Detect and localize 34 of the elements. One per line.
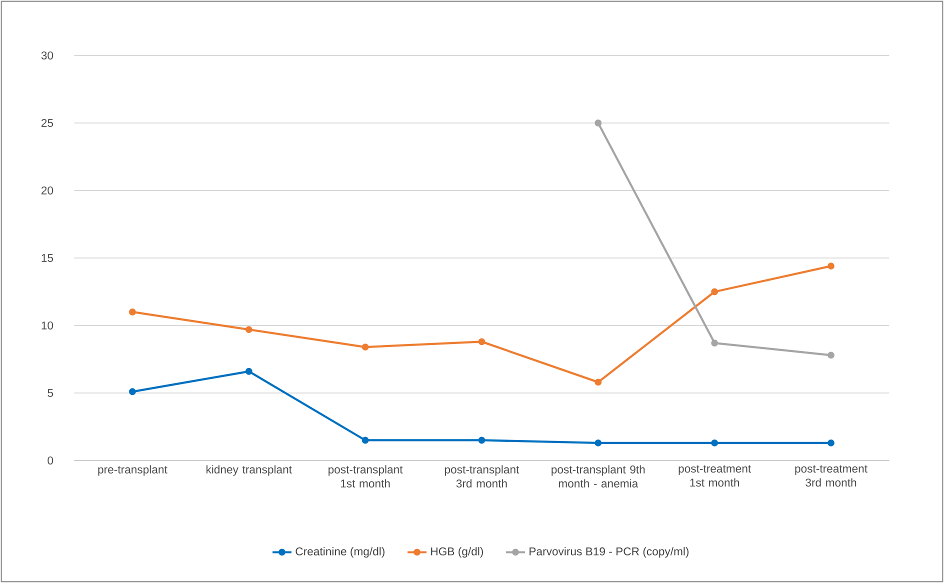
point <box>478 436 486 444</box>
y-tick-label: 15 <box>42 254 54 262</box>
y-tick-label: 25 <box>41 118 54 127</box>
point <box>711 439 718 446</box>
x-tick-label: kidney transplant <box>206 465 292 476</box>
y-tick-label: 10 <box>42 321 54 330</box>
legend-label: HGB (g/dl) <box>431 547 483 558</box>
point <box>128 388 136 396</box>
y-tick-label: 20 <box>41 186 54 194</box>
point <box>828 352 834 359</box>
point <box>478 338 486 346</box>
legend-label: Parvovirus B19 - PCR (copy/ml) <box>530 547 689 558</box>
x-tick-label: post-transplant 9th month - anemia <box>552 465 645 488</box>
x-tick-label: post-treatment 1st month <box>678 465 752 487</box>
point <box>128 308 136 316</box>
point <box>828 439 834 446</box>
y-tick-label: 0 <box>48 456 54 464</box>
point <box>362 436 369 444</box>
point <box>362 344 369 351</box>
x-tick-label: post-treatment 3rd month <box>795 465 868 487</box>
y-tick-label: 5 <box>48 389 54 397</box>
point <box>711 288 718 296</box>
x-tick-label: post-transplant 1st month <box>328 465 403 488</box>
point <box>245 368 252 375</box>
point <box>245 326 252 334</box>
point <box>594 439 602 446</box>
x-tick-label: pre-transplant <box>98 465 168 476</box>
point <box>711 340 718 347</box>
point <box>594 120 602 126</box>
point <box>594 378 602 386</box>
y-tick-label: 30 <box>41 51 54 60</box>
point <box>828 262 834 270</box>
x-tick-label: post-transplant 3rd month <box>444 465 520 488</box>
legend-label: Creatinine (mg/dl) <box>296 547 384 558</box>
